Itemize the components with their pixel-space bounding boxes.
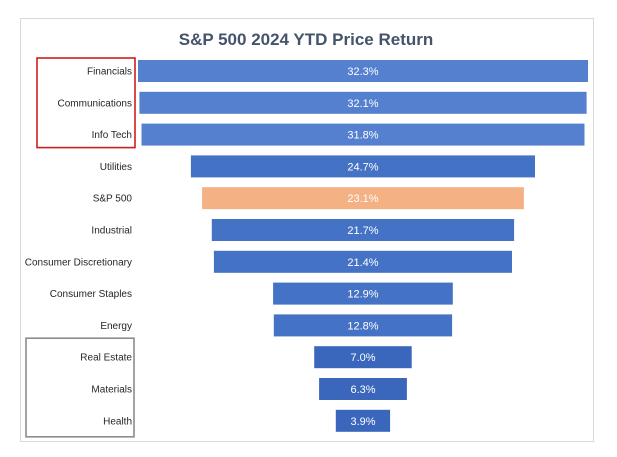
data-label-materials: 6.3% [350,384,375,396]
data-label-financials: 32.3% [347,66,378,78]
data-label-communications: 32.1% [347,98,378,110]
category-label-consumer-staples: Consumer Staples [50,289,132,300]
data-label-utilities: 24.7% [347,161,378,173]
data-label-energy: 12.8% [347,320,378,332]
category-label-communications: Communications [58,98,132,109]
category-label-info-tech: Info Tech [92,130,132,141]
category-label-health: Health [103,416,132,427]
bar-utilities [190,155,535,178]
bar-consumer-staples [273,282,453,305]
chart-title: S&P 500 2024 YTD Price Return [179,30,434,49]
category-label-energy: Energy [100,321,132,332]
category-label-materials: Materials [91,385,132,396]
highlight-box-top-sectors [36,57,136,149]
data-label-consumer-staples: 12.9% [347,289,378,301]
highlight-box-bottom-sectors [25,337,135,438]
bar-info-tech [141,123,585,146]
bar-industrial [211,219,515,241]
data-label-industrial: 21.7% [347,225,378,237]
bar-financials [138,60,588,82]
data-label-real-estate: 7.0% [350,352,375,364]
bar-sandp-500 [202,187,524,210]
bar-health [335,409,391,432]
category-label-real-estate: Real Estate [80,353,132,364]
data-label-sandp-500: 23.1% [347,193,378,205]
bar-energy [273,314,453,337]
data-label-info-tech: 31.8% [347,130,378,142]
bar-communications [139,91,587,114]
category-label-industrial: Industrial [91,226,132,237]
category-label-financials: Financials [87,67,132,78]
bar-consumer-discretionary [213,250,512,273]
category-label-utilities: Utilities [100,162,132,173]
data-label-consumer-discretionary: 21.4% [347,257,378,269]
category-label-consumer-discretionary: Consumer Discretionary [25,257,132,268]
bar-materials [319,378,407,400]
bar-real-estate [314,346,412,369]
category-label-sandp-500: S&P 500 [93,194,133,205]
data-label-health: 3.9% [350,416,375,428]
